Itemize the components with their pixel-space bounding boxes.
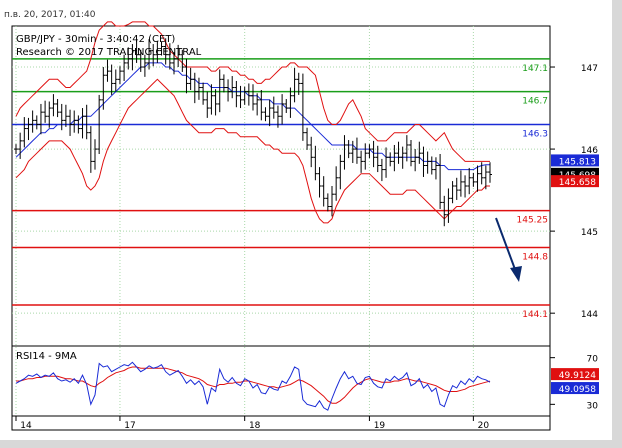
forecast-arrow-head — [510, 266, 522, 282]
price-bars — [14, 38, 492, 227]
x-tick-label: 20 — [478, 421, 490, 431]
rsi-badge — [551, 382, 599, 395]
y-tick-label: 145 — [581, 228, 598, 238]
x-axis-strip — [11, 415, 551, 431]
price-badge-label: 145.813 — [559, 157, 596, 167]
rsi-panel-border — [11, 345, 551, 417]
rsi-badge — [551, 368, 599, 381]
rsi-tick-label: 30 — [587, 401, 599, 411]
rsi-label: RSI14 - 9MA — [16, 351, 77, 362]
x-tick-label: 14 — [20, 421, 32, 431]
level-label-144.8: 144.8 — [522, 253, 548, 263]
level-label-145.25: 145.25 — [517, 216, 549, 226]
header-date: п.в. 20, 2017, 01:40 — [4, 10, 96, 20]
rsi-tick-label: 70 — [587, 355, 599, 365]
x-tick-label: 19 — [374, 421, 386, 431]
rsi-line — [15, 361, 491, 411]
chart-title: GBP/JPY - 30min - 3:40:42 (CET) — [16, 34, 175, 45]
price-badge — [551, 154, 599, 167]
rsi-series — [15, 361, 491, 411]
chart-subtitle: Research © 2017 TRADING CENTRAL — [16, 47, 202, 58]
price-badge-label: 145.658 — [559, 178, 596, 188]
levels: 147.1 146.7 146.3 145.25 144.8 144.1 — [12, 58, 550, 320]
rsi-badge-label: 49.9124 — [559, 371, 596, 381]
y-tick-label: 147 — [581, 64, 598, 74]
forecast-arrow-line — [495, 217, 517, 273]
y-tick-label: 146 — [581, 146, 598, 156]
upper-band-line — [15, 21, 490, 162]
rsi-ma-line — [16, 366, 491, 404]
y-tick-label: 144 — [581, 310, 598, 320]
x-tick-label: 17 — [124, 421, 135, 431]
rsi-badge-label: 49.0958 — [559, 385, 596, 395]
level-label-146.7: 146.7 — [522, 97, 548, 107]
axis-ticks: 147 146 145 144 70 30 14 17 18 19 20 — [15, 64, 599, 431]
level-label-147.1: 147.1 — [522, 64, 548, 74]
gridlines — [12, 26, 550, 416]
price-badge — [551, 175, 599, 188]
lower-band-line — [15, 78, 490, 224]
level-label-146.3: 146.3 — [522, 129, 548, 139]
level-label-144.1: 144.1 — [522, 310, 548, 320]
x-tick-label: 18 — [249, 421, 261, 431]
